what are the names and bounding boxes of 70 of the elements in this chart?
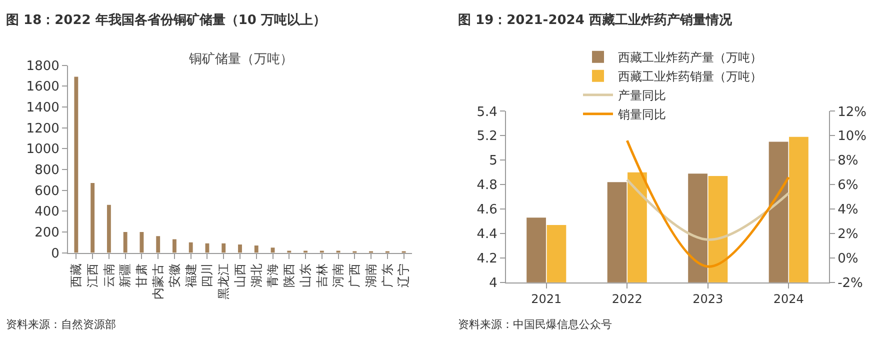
y-tick-label: 1200 (26, 121, 60, 136)
chart-subtitle: 铜矿储量（万吨） (188, 52, 293, 67)
x-tick-label: 黑龙江 (216, 264, 231, 300)
chart-title: 图 19：2021-2024 西藏工业炸药产销量情况 (458, 12, 733, 28)
x-tick-label: 山西 (232, 264, 247, 288)
bar (74, 76, 78, 253)
y-tick-label: 1600 (26, 80, 60, 95)
x-tick-label: 2022 (612, 292, 642, 306)
x-tick-label: 甘肃 (134, 264, 149, 288)
y-tick-label: 1000 (26, 142, 60, 158)
y2-tick-label: 12% (838, 104, 867, 120)
legend-label: 产量同比 (618, 88, 666, 103)
text: 资料来源：中国民爆信息公众号 (458, 318, 612, 331)
y-tick-label: 4.6 (476, 202, 498, 218)
x-tick-label: 福建 (184, 264, 198, 288)
y-tick-label: 400 (34, 204, 60, 220)
x-tick-label: 安徽 (167, 264, 182, 288)
y-tick-label: 5 (489, 154, 498, 169)
bar (156, 236, 160, 253)
bar (238, 244, 242, 253)
x-tick-label: 吉林 (314, 264, 329, 288)
bar (188, 242, 193, 253)
y2-tick-label: 2% (838, 227, 858, 242)
y-tick-label: 5.4 (476, 104, 498, 120)
x-tick-label: 云南 (102, 264, 116, 288)
y2-tick-label: 10% (838, 129, 867, 144)
bar (172, 239, 176, 253)
legend-label: 销量同比 (617, 108, 666, 122)
y-tick-label: 1400 (26, 100, 60, 116)
bar (106, 204, 111, 253)
x-tick-label: 陕西 (282, 264, 296, 288)
y-tick-label: 600 (34, 184, 60, 199)
y2-tick-label: 4% (838, 202, 858, 218)
bar (90, 182, 95, 253)
y-tick-label: 4.2 (476, 252, 498, 267)
y-tick-label: 4.8 (476, 178, 498, 194)
y2-tick-label: -2% (838, 276, 863, 291)
y-tick-label: 1800 (26, 58, 60, 74)
y2-tick-label: 8% (838, 154, 858, 169)
legend-label: 西藏工业炸药产量（万吨） (618, 50, 762, 65)
x-tick-label: 湖北 (249, 264, 264, 288)
y-tick-label: 0 (51, 246, 60, 262)
y-tick-label: 4.4 (476, 227, 498, 242)
bar (222, 243, 226, 253)
legend-label: 西藏工业炸药销量（万吨） (618, 70, 762, 84)
bar (254, 245, 258, 253)
y2-tick-label: 6% (838, 178, 858, 194)
x-tick-label: 新疆 (118, 264, 132, 288)
x-tick-label: 广西 (348, 264, 362, 288)
chart-title: 图 18：2022 年我国各省份铜矿储量（10 万吨以上） (6, 12, 326, 28)
y-tick-label: 800 (34, 163, 60, 178)
bar (123, 232, 128, 253)
x-tick-label: 2024 (773, 292, 804, 306)
y2-tick-label: 0% (838, 252, 858, 267)
x-tick-label: 青海 (266, 264, 280, 288)
x-tick-label: 2023 (692, 292, 724, 306)
text: 资料来源：自然资源部 (6, 318, 116, 331)
x-tick-label: 内蒙古 (151, 264, 165, 300)
x-tick-label: 辽宁 (396, 264, 411, 288)
x-tick-label: 西藏 (69, 264, 84, 288)
x-tick-label: 江西 (85, 264, 100, 288)
x-tick-label: 2021 (531, 292, 562, 306)
x-tick-label: 湖南 (364, 264, 378, 288)
x-tick-label: 河南 (331, 264, 346, 288)
x-tick-label: 四川 (200, 264, 214, 288)
y-tick-label: 4 (489, 276, 498, 291)
x-tick-label: 山东 (298, 264, 312, 288)
x-tick-label: 广东 (380, 264, 394, 288)
y-tick-label: 200 (34, 226, 60, 241)
y-tick-label: 5.2 (476, 129, 498, 144)
